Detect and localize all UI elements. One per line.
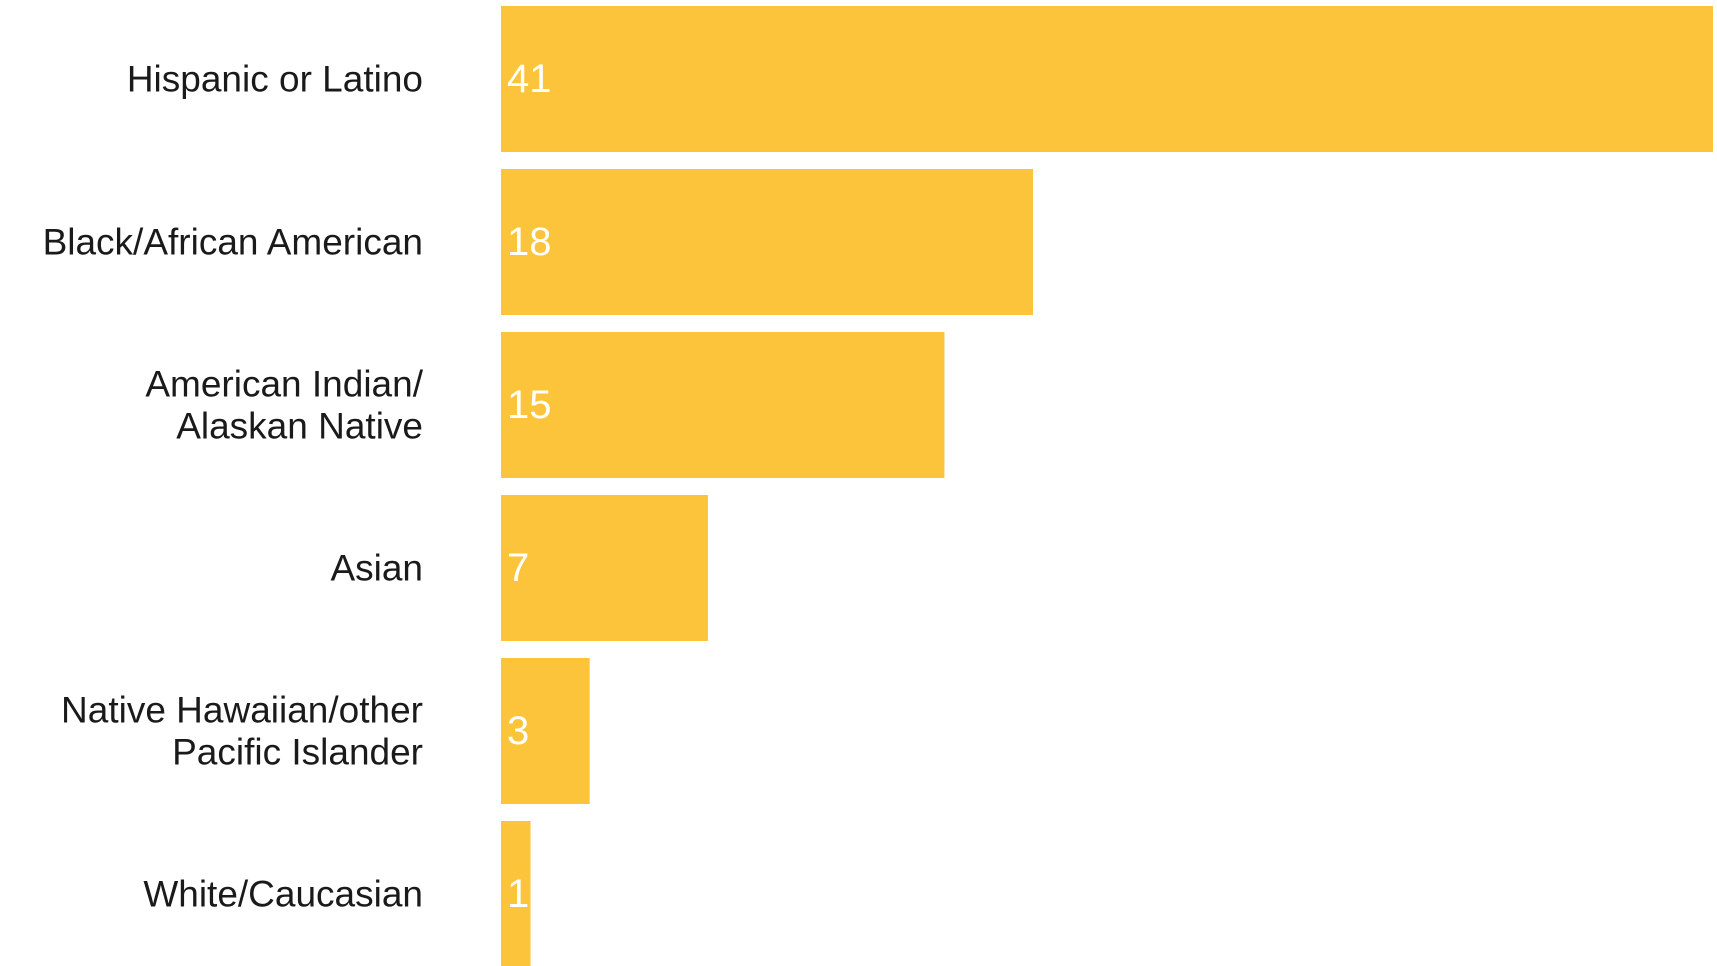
category-label: Hispanic or Latino — [127, 59, 423, 100]
category-label: American Indian/Alaskan Native — [145, 364, 423, 447]
bar-value-label: 3 — [507, 709, 529, 753]
category-label: Asian — [330, 548, 423, 589]
bar — [501, 821, 531, 966]
category-label-line: Asian — [330, 548, 423, 589]
bar — [501, 6, 1713, 152]
category-label-line: Alaskan Native — [176, 406, 423, 447]
category-label: Native Hawaiian/other Pacific Islander — [61, 690, 423, 773]
category-label-line: Native Hawaiian/other — [61, 690, 423, 731]
bar-value-label: 1 — [507, 872, 529, 916]
category-label-line: Black/African American — [43, 222, 423, 263]
bar — [501, 658, 590, 804]
category-label-line: White/Caucasian — [143, 874, 423, 915]
bar-value-label: 7 — [507, 546, 529, 590]
category-label-line: Hispanic or Latino — [127, 59, 423, 100]
category-label-line: American Indian/ — [145, 364, 423, 405]
bar-value-label: 18 — [507, 220, 552, 264]
bar — [501, 169, 1034, 315]
category-labels: Hispanic or Latino Black/African American… — [43, 59, 424, 915]
bars-layer: 41 18 15 7 3 1 — [501, 6, 1713, 966]
bar-value-label: 41 — [507, 57, 552, 101]
bar — [501, 332, 945, 478]
bar-value-label: 15 — [507, 383, 552, 427]
category-label: Black/African American — [43, 222, 423, 263]
category-label: White/Caucasian — [143, 874, 423, 915]
bar — [501, 495, 708, 641]
category-label-line: Pacific Islander — [172, 732, 423, 773]
